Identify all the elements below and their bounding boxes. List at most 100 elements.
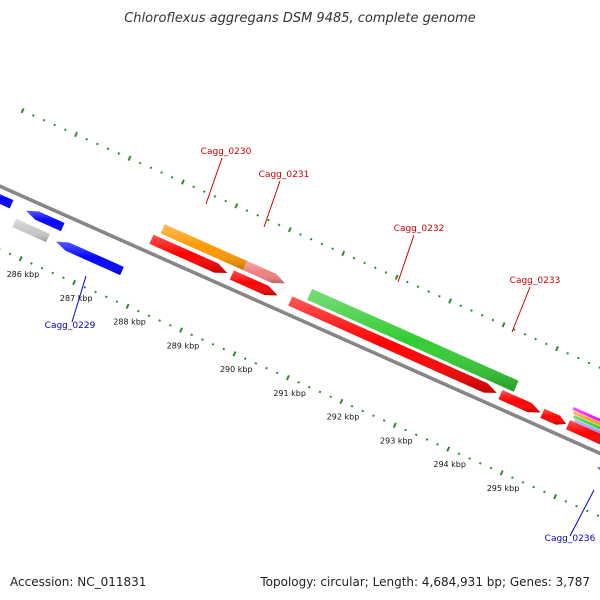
- minor-tick: [511, 476, 514, 479]
- major-tick: [499, 470, 504, 476]
- gene-label-cagg_0230: Cagg_0230: [201, 147, 252, 205]
- kbp-label: 289 kbp: [167, 341, 200, 350]
- minor-tick: [425, 438, 429, 441]
- gene-label-cagg_0236: Cagg_0236: [545, 489, 596, 544]
- minor-tick: [468, 457, 471, 460]
- feature-stack-0: [572, 406, 600, 422]
- leader-line: [511, 286, 531, 333]
- major-tick: [392, 422, 397, 428]
- major-tick: [179, 327, 183, 333]
- gene-label-cagg_0232: Cagg_0232: [394, 224, 444, 283]
- minor-tick: [436, 442, 439, 446]
- major-tick: [501, 322, 506, 328]
- feature-orange: [160, 224, 248, 271]
- minor-tick: [83, 285, 87, 289]
- minor-tick: [457, 452, 461, 456]
- minor-tick: [350, 404, 354, 408]
- minor-tick: [138, 161, 142, 165]
- major-tick: [553, 493, 558, 500]
- kbp-label: 295 kbp: [487, 484, 520, 493]
- major-tick: [341, 250, 346, 257]
- accession-text: Accession: NC_011831: [10, 575, 146, 589]
- minor-tick: [117, 152, 121, 155]
- minor-tick: [265, 366, 268, 370]
- minor-tick: [256, 214, 260, 217]
- kbp-label: 286 kbp: [7, 270, 40, 279]
- map-title: Chloroflexus aggregans DSM 9485, complet…: [124, 11, 476, 26]
- minor-tick: [373, 266, 377, 270]
- minor-tick: [40, 266, 44, 270]
- minor-tick: [53, 123, 56, 127]
- minor-tick: [361, 409, 365, 413]
- minor-tick: [160, 171, 163, 174]
- feature-pink-shade: [242, 260, 286, 284]
- cds-cagg0236: [597, 467, 600, 470]
- major-tick: [18, 256, 23, 262]
- major-tick: [20, 107, 25, 114]
- minor-tick: [94, 290, 97, 294]
- genome-backbone: [0, 184, 600, 455]
- minor-tick: [213, 195, 217, 198]
- cds-minus-left-2: [26, 210, 65, 232]
- major-tick: [74, 131, 78, 138]
- minor-tick: [62, 276, 65, 280]
- kbp-label: 294 kbp: [433, 460, 466, 469]
- cds-cagg0229: [56, 241, 124, 276]
- kbp-scale: 286 kbp 287 kbp 288 kbp 289 kbp 290 kbp 291 k…: [7, 270, 520, 493]
- minor-tick: [564, 500, 568, 503]
- minor-tick: [480, 313, 484, 317]
- minor-tick: [404, 428, 407, 432]
- minor-tick: [149, 166, 153, 170]
- feature-stack-3: [573, 418, 600, 434]
- kbp-label: 290 kbp: [220, 365, 253, 374]
- major-tick: [232, 351, 237, 357]
- minor-tick: [587, 361, 591, 365]
- cds-cagg0230: [149, 234, 228, 273]
- cds-cagg0230-shade: [149, 234, 228, 273]
- minor-tick: [267, 218, 270, 222]
- gene-label-cagg_0229: Cagg_0229: [45, 275, 96, 331]
- leader-line: [205, 157, 223, 205]
- feature-stack-2-shade: [573, 414, 600, 430]
- major-tick: [339, 398, 344, 405]
- minor-tick: [192, 185, 195, 189]
- feature-stack-1: [572, 410, 600, 426]
- minor-tick: [596, 514, 600, 517]
- minor-tick: [406, 280, 409, 284]
- minor-tick: [275, 371, 279, 375]
- cds-minus-left-1-shade: [0, 194, 14, 209]
- cds-cagg0236-shade: [597, 467, 600, 470]
- minor-tick: [202, 190, 206, 193]
- minor-tick: [416, 285, 420, 289]
- cds-minus-left-1: [0, 194, 14, 209]
- minor-tick: [170, 175, 174, 179]
- minor-tick: [566, 352, 569, 355]
- cds-cagg0231: [229, 270, 278, 296]
- minor-tick: [106, 147, 110, 151]
- minor-tick: [222, 347, 226, 351]
- minor-tick: [299, 233, 302, 236]
- gene-name: Cagg_0236: [545, 534, 596, 544]
- leader-line: [397, 234, 415, 283]
- major-tick: [394, 274, 399, 280]
- kbp-label: 287 kbp: [60, 294, 93, 303]
- major-tick: [448, 298, 453, 304]
- minor-tick: [307, 385, 311, 389]
- minor-tick: [243, 357, 247, 360]
- feature-green: [307, 288, 519, 392]
- minor-tick: [277, 223, 281, 227]
- feature-green-shade: [307, 288, 519, 392]
- major-tick: [555, 345, 559, 352]
- minor-tick: [478, 461, 482, 465]
- feature-stack-0-shade: [572, 406, 600, 422]
- minor-tick: [31, 114, 35, 117]
- cds-cagg0232: [288, 296, 497, 393]
- minor-tick: [104, 295, 108, 299]
- minor-tick: [329, 395, 332, 399]
- cds-far-right-red: [565, 420, 600, 445]
- genome-summary-text: Topology: circular; Length: 4,684,931 bp…: [259, 575, 590, 589]
- minor-tick: [438, 294, 441, 298]
- major-tick: [446, 446, 451, 452]
- minor-tick: [489, 466, 493, 470]
